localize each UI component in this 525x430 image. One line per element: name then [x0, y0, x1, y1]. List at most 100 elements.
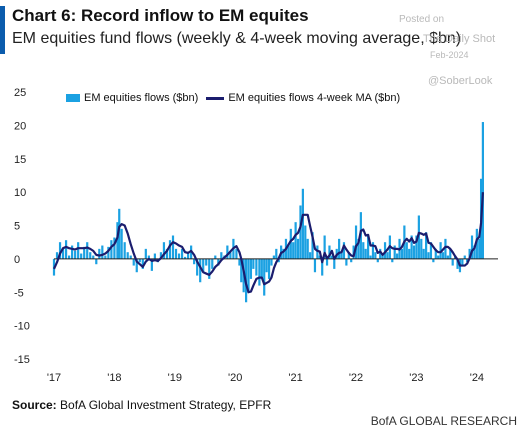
flow-bar [113, 237, 116, 259]
flow-bar [301, 188, 304, 259]
flow-bar [325, 258, 329, 266]
flow-bar [252, 258, 255, 269]
flow-bars [52, 122, 484, 303]
chart-legend: EM equities flows ($bn) EM equities flow… [66, 92, 400, 104]
flow-bar [240, 258, 243, 283]
flow-bar [208, 258, 211, 279]
flow-bar [258, 258, 261, 286]
flow-bar [217, 258, 220, 266]
flow-bar [296, 238, 300, 259]
flow-bar [437, 255, 440, 259]
flow-bar [316, 245, 319, 259]
flow-bar [304, 225, 307, 259]
flow-bar [294, 222, 297, 259]
flow-bar [249, 258, 253, 279]
flow-bar [123, 242, 126, 259]
flow-bar [340, 252, 343, 259]
flow-bar [267, 258, 271, 279]
flow-bar [80, 253, 83, 259]
legend-label-bars: EM equities flows ($bn) [84, 92, 199, 104]
legend-swatch-bars [66, 94, 80, 102]
flow-bar [277, 258, 280, 263]
flow-bar [92, 255, 95, 259]
watermark-handle: @SoberLook [428, 75, 493, 87]
flow-bar [383, 242, 387, 259]
flow-bar [481, 122, 484, 259]
flow-bar [220, 252, 223, 259]
flow-bar [255, 258, 258, 276]
flow-bar [313, 258, 317, 273]
flow-bar [306, 238, 309, 259]
flow-bar [272, 255, 275, 259]
flow-bar [159, 252, 163, 259]
flow-bar [400, 248, 404, 259]
flow-bar [408, 248, 411, 259]
flow-bar [107, 246, 110, 259]
flow-bar [405, 242, 408, 259]
flow-bar [86, 242, 89, 259]
flow-bar [199, 258, 202, 283]
x-tick-label: '20 [228, 372, 242, 384]
x-tick-label: '22 [349, 372, 363, 384]
title-accent-bar [0, 6, 5, 54]
flow-bar [311, 232, 314, 259]
brand-footer: BofA GLOBAL RESEARCH [370, 414, 517, 428]
flow-bar [260, 258, 263, 279]
x-tick-label: '24 [470, 372, 484, 384]
x-tick-label: '21 [288, 372, 302, 384]
flow-bar [376, 258, 379, 263]
flow-bar [420, 238, 423, 259]
flow-bar [478, 238, 481, 259]
flow-bar [275, 248, 278, 259]
flow-bar [456, 258, 459, 269]
flow-bar [449, 248, 452, 259]
watermark-posted: Posted on [399, 14, 445, 25]
flow-bar [214, 255, 217, 259]
flow-bar [362, 242, 365, 259]
flow-bar [364, 248, 367, 259]
flow-bar [417, 215, 420, 259]
flow-bar [350, 258, 353, 263]
flow-bar [247, 258, 250, 293]
flow-bar [104, 255, 107, 259]
flow-bar [71, 245, 74, 259]
flow-bar [270, 258, 273, 266]
flow-bar [475, 228, 478, 259]
flow-bar [193, 258, 196, 265]
flow-bar [77, 242, 80, 259]
flow-bar [126, 252, 129, 259]
flow-bar [118, 208, 121, 259]
flow-bar [202, 258, 205, 273]
flow-bar [89, 252, 92, 259]
flow-bar [367, 235, 370, 259]
y-tick-label: 15 [14, 154, 26, 166]
y-tick-label: 0 [14, 254, 20, 266]
flow-bar [74, 250, 77, 259]
flow-bar [147, 255, 150, 259]
flow-bar [135, 258, 138, 273]
flow-bar [183, 256, 187, 259]
flow-bar [299, 205, 302, 259]
chart-title: Chart 6: Record inflow to EM equites [12, 6, 309, 25]
flow-bar [180, 248, 184, 259]
source-text: BofA Global Investment Strategy, EPFR [56, 398, 272, 412]
flow-bar [289, 228, 292, 259]
x-tick-label: '23 [409, 372, 423, 384]
flow-bar [116, 222, 119, 259]
flow-bar [263, 258, 266, 296]
flow-bar [205, 258, 208, 266]
legend-swatch-line [206, 96, 225, 100]
y-tick-label: -15 [14, 354, 30, 366]
y-axis-ticks: -15 -10 -5 0 5 10 15 20 25 [14, 87, 30, 366]
legend-label-line: EM equities flows 4-week MA ($bn) [228, 92, 401, 104]
y-tick-label: 5 [14, 221, 20, 233]
flow-bar [393, 245, 396, 259]
flow-bar [412, 245, 416, 259]
flow-bar [429, 242, 433, 259]
flow-bar [379, 248, 382, 259]
flow-bar [391, 258, 394, 263]
flow-bar [120, 228, 123, 259]
flow-bar [144, 248, 147, 259]
y-tick-label: 20 [14, 120, 26, 132]
